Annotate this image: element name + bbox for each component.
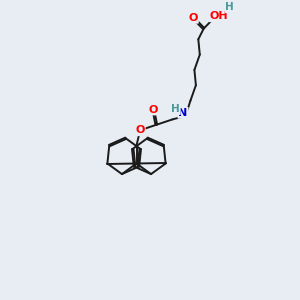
Text: H: H [225,2,234,12]
Text: OH: OH [209,11,228,21]
Text: O: O [188,13,198,23]
Text: H: H [171,104,180,114]
Text: O: O [148,104,158,115]
Text: N: N [178,108,188,118]
Text: O: O [135,125,145,135]
